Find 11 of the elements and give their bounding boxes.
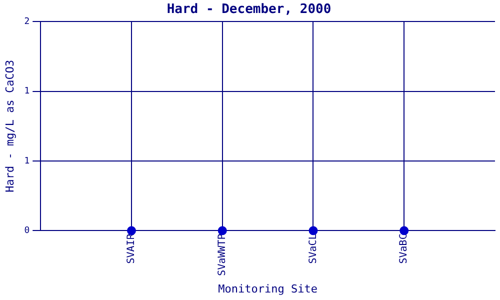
chart-title: Hard - December, 2000 bbox=[166, 2, 332, 18]
x-tick-label: SVaCL bbox=[308, 234, 319, 264]
y-tick-label: 2 bbox=[24, 16, 30, 27]
x-tick-label: SVaBC bbox=[398, 234, 410, 264]
x-tick-label: SVAIR bbox=[126, 232, 138, 264]
y-tick-label: 1 bbox=[24, 86, 30, 97]
x-axis-title: Monitoring Site bbox=[218, 282, 318, 296]
x-tick-label: SVaWWTP bbox=[216, 234, 228, 276]
y-tick-label: 0 bbox=[24, 226, 30, 236]
y-tick-label: 1 bbox=[24, 156, 30, 166]
y-axis-title: Hard - mg/L as CaCO3 bbox=[3, 60, 16, 192]
